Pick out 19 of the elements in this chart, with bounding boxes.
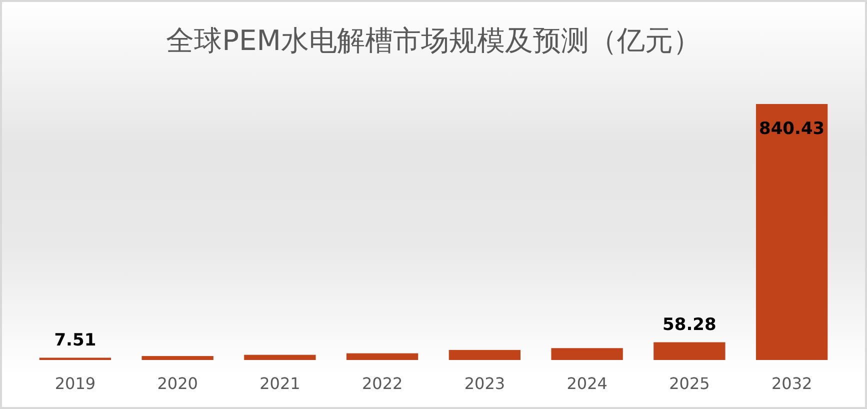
data-label: 840.43: [759, 119, 825, 139]
chart-title: 全球PEM水电解槽市场规模及预测（亿元）: [166, 24, 701, 57]
data-label: 58.28: [662, 315, 716, 336]
bar: [346, 353, 418, 360]
x-tick-label: 2019: [54, 374, 96, 393]
bar: [756, 104, 828, 360]
x-tick-label: 2025: [669, 374, 710, 393]
x-tick-label: 2022: [362, 374, 403, 393]
x-tick-label: 2021: [260, 374, 300, 393]
x-tick-label: 2024: [566, 374, 608, 393]
bar: [448, 350, 521, 360]
x-tick-label: 2023: [464, 374, 506, 393]
x-tick-label: 2020: [157, 374, 198, 393]
bar: [654, 342, 726, 360]
bar: [142, 356, 214, 360]
bar: [244, 354, 316, 360]
data-label: 7.51: [54, 330, 96, 351]
x-tick-label: 2032: [771, 374, 812, 393]
bar: [551, 348, 623, 360]
